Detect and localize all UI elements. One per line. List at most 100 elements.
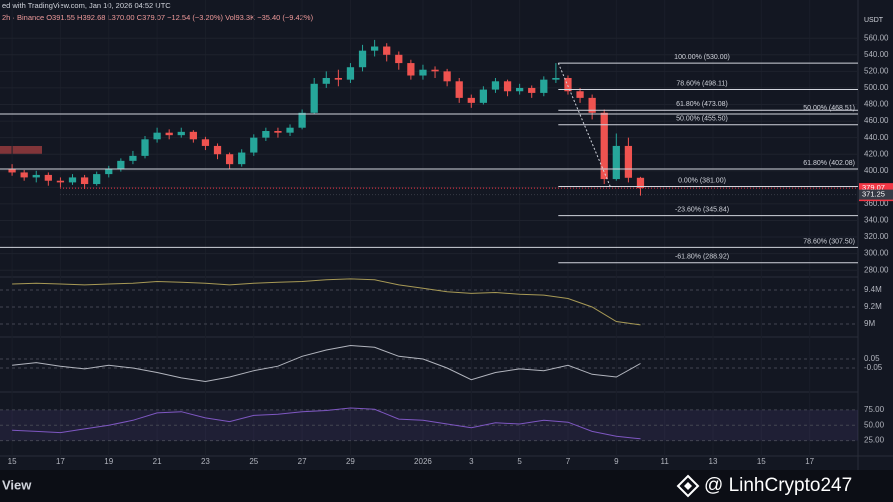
fib-label: 78.60% (307.50) <box>803 238 855 245</box>
fib-label: -61.80% (288.92) <box>675 254 729 261</box>
candle-body <box>310 83 318 113</box>
candle-body <box>600 112 608 180</box>
candle-body <box>334 77 342 80</box>
x-tick-label: 11 <box>660 457 669 466</box>
x-tick-label: 2026 <box>414 457 432 466</box>
fib-label: -23.60% (345.84) <box>675 206 729 213</box>
candle-body <box>177 131 185 136</box>
fib-label: 50.00% (455.50) <box>676 116 728 123</box>
candle-body <box>298 112 306 128</box>
header-ohlc: 2h · Binance O391.55 H392.68 L370.00 C37… <box>2 13 314 22</box>
price-tag <box>859 189 893 200</box>
candle-body <box>32 174 40 178</box>
candle-body <box>129 155 137 161</box>
y-tick-label: 480.00 <box>864 100 889 109</box>
candle-body <box>93 174 101 185</box>
fib-label: 78.60% (498.11) <box>676 80 727 87</box>
y-tick-label: 360.00 <box>864 199 889 208</box>
header-source: ed with TradingView.com, Jan 10, 2026 04… <box>2 1 171 10</box>
y-tick-label: 75.00 <box>864 405 885 414</box>
x-tick-label: 9 <box>614 457 619 466</box>
fib-label: 61.80% (473.08) <box>676 101 728 108</box>
candle-body <box>189 131 197 140</box>
candle-body <box>250 137 258 153</box>
candle-body <box>44 174 52 181</box>
candle-body <box>395 54 403 64</box>
candle-body <box>624 145 633 178</box>
candle-body <box>80 177 89 185</box>
candle-body <box>383 46 391 55</box>
candle-body <box>286 127 294 133</box>
x-tick-label: 27 <box>298 457 307 466</box>
y-tick-label: 540.00 <box>864 50 889 59</box>
candle-body <box>225 154 234 165</box>
candle-body <box>443 71 451 82</box>
fib-label: 50.00% (468.51) <box>803 105 855 112</box>
candle-body <box>238 152 246 165</box>
candle-body <box>56 180 65 183</box>
x-tick-label: 23 <box>201 457 210 466</box>
x-tick-label: 15 <box>8 457 17 466</box>
candle-body <box>358 50 367 68</box>
candle-body <box>407 63 415 76</box>
quote-label: USDT <box>864 17 884 24</box>
y-tick-label: 300.00 <box>864 249 889 258</box>
x-tick-label: 13 <box>709 457 718 466</box>
candle-body <box>153 132 161 140</box>
fib-label: 61.80% (402.08) <box>803 160 855 167</box>
candle-body <box>516 87 524 92</box>
y-tick-label: -0.05 <box>864 363 883 372</box>
candle-body <box>564 77 572 92</box>
candle-body <box>165 132 173 136</box>
watermark-icon <box>676 474 700 498</box>
fib-label: 0.00% (381.00) <box>678 177 726 184</box>
candle-body <box>141 139 149 156</box>
candle-body <box>8 169 16 173</box>
candle-body <box>262 131 270 138</box>
x-tick-label: 17 <box>56 457 65 466</box>
x-tick-label: 7 <box>566 457 571 466</box>
y-tick-label: 50.00 <box>864 420 885 429</box>
x-tick-label: 29 <box>346 457 355 466</box>
candle-body <box>68 177 77 183</box>
footer <box>0 470 893 502</box>
candle-body <box>467 97 475 103</box>
candle-body <box>117 160 125 170</box>
candle-body <box>528 87 536 93</box>
y-tick-label: 560.00 <box>864 33 889 42</box>
y-tick-label: 340.00 <box>864 216 889 225</box>
x-tick-label: 3 <box>469 457 474 466</box>
y-tick-label: 520.00 <box>864 66 889 75</box>
y-tick-label: 25.00 <box>864 436 885 445</box>
x-tick-label: 15 <box>757 457 766 466</box>
price-tag-label: 371.25 <box>862 190 885 199</box>
indicator-line <box>12 407 641 440</box>
candle-body <box>20 172 28 178</box>
candle-body <box>431 69 439 72</box>
candle-body <box>346 67 355 80</box>
y-tick-label: 400.00 <box>864 166 889 175</box>
marker-box <box>0 146 42 154</box>
watermark: @ LinhCrypto247 <box>704 475 852 496</box>
candle-body <box>479 89 488 103</box>
y-tick-label: 9.2M <box>864 302 882 311</box>
candle-body <box>455 81 463 98</box>
y-tick-label: 9M <box>864 319 875 328</box>
candle-body <box>105 169 113 175</box>
y-tick-label: 420.00 <box>864 149 889 158</box>
candle-body <box>213 145 222 155</box>
candle-body <box>503 81 512 92</box>
y-tick-label: 0.05 <box>864 354 880 363</box>
candle-body <box>201 139 210 146</box>
candle-body <box>636 177 645 189</box>
y-tick-label: 9.4M <box>864 285 882 294</box>
candle-body <box>540 79 548 93</box>
candle-body <box>612 145 620 180</box>
price-tag-label: 379.07 <box>862 183 885 192</box>
y-tick-label: 440.00 <box>864 133 889 142</box>
x-tick-label: 19 <box>104 457 113 466</box>
candle-body <box>274 131 282 133</box>
